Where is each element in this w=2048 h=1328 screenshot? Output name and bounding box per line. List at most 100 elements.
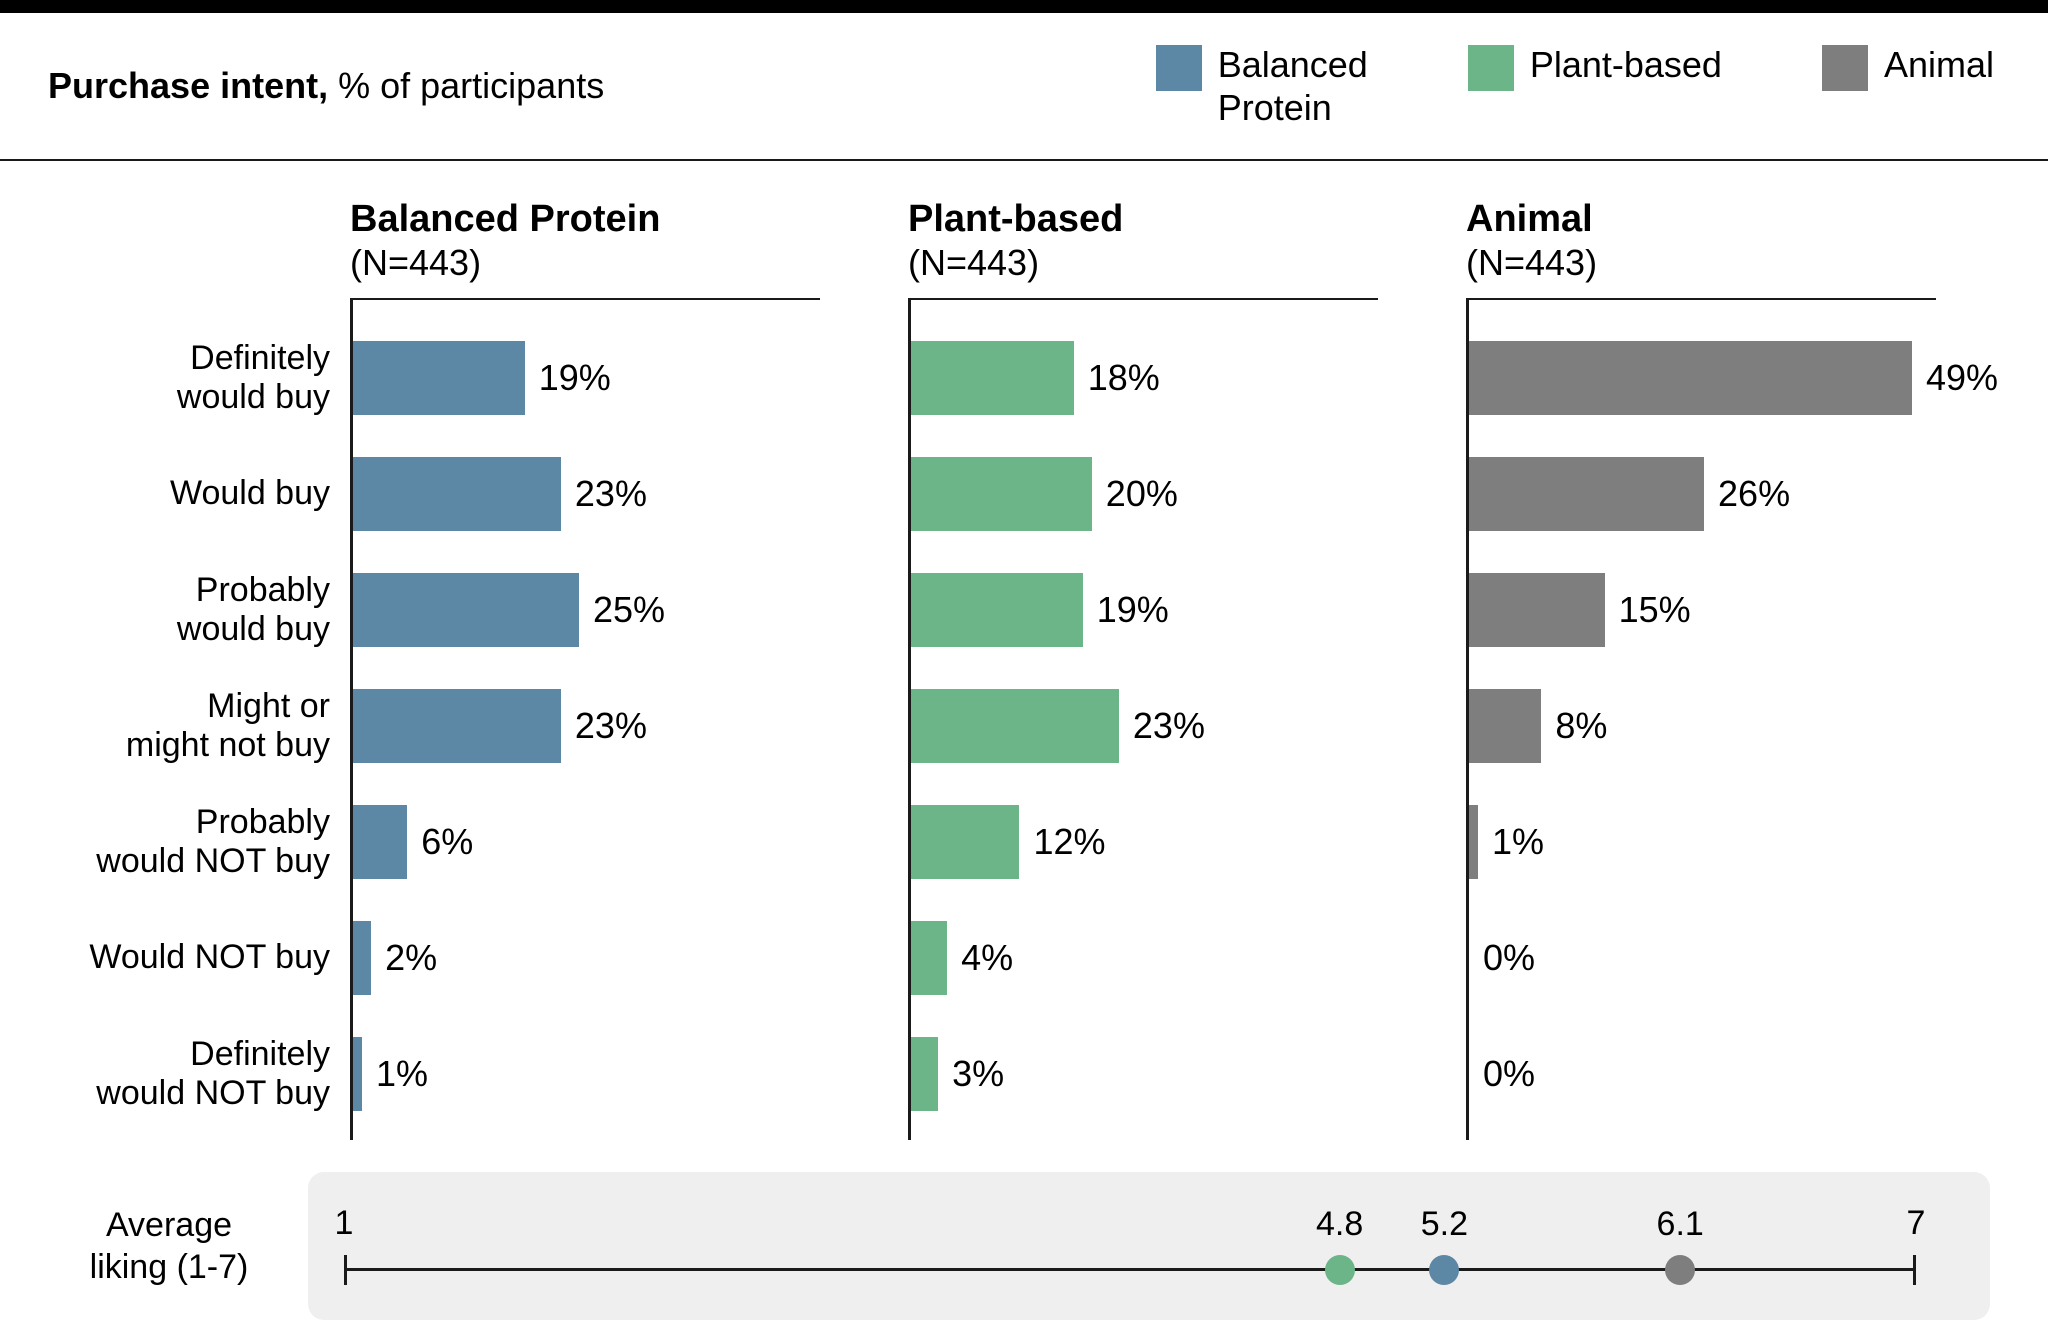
chart-title-rest: % of participants (328, 65, 605, 106)
bar-group: 19% 23% 25% 23% 6% 2% 1% (350, 298, 820, 1140)
bar (1469, 805, 1479, 879)
bar (1469, 573, 1605, 647)
category-label: Probably would buy (176, 570, 330, 648)
chart-panel: Balanced Protein (N=443) 19% 23% 25% 23% 6% 2% 1… (350, 197, 908, 1140)
liking-point-label: 4.8 (1315, 1204, 1364, 1243)
bar (911, 457, 1092, 531)
bar-value-label: 26% (1718, 473, 1791, 514)
bar-row: 20% (911, 436, 1378, 552)
bar-value-label: 2% (385, 937, 438, 978)
bar-row: 12% (911, 784, 1378, 900)
bar-value-label: 49% (1925, 357, 1999, 398)
liking-axis-label: Average liking (1-7) (48, 1204, 308, 1289)
bar-row: 1% (1469, 784, 1936, 900)
liking-scale-min: 1 (334, 1204, 354, 1242)
bar-value-label: 1% (1492, 821, 1545, 862)
bar (911, 805, 1020, 879)
category-label: Might or might not buy (125, 686, 330, 764)
liking-scale-max: 7 (1906, 1204, 1926, 1242)
bar-row: 19% (353, 320, 820, 436)
panels: Balanced Protein (N=443) 19% 23% 25% 23% 6% 2% 1… (350, 197, 2024, 1140)
liking-track: 4.8 5.2 6.1 (344, 1205, 1916, 1285)
bar-row: 3% (911, 1016, 1378, 1132)
liking-panel: 1 7 4.8 5.2 6.1 (308, 1172, 1990, 1320)
legend-label: Animal (1883, 43, 1994, 85)
bar-row: 23% (353, 436, 820, 552)
bar (911, 573, 1083, 647)
bar-row: 6% (353, 784, 820, 900)
bar (353, 805, 408, 879)
panel-title: Balanced Protein (350, 198, 661, 240)
bar (353, 1037, 363, 1111)
bar (1469, 341, 1912, 415)
bar-chart-area: Definitely would buy Would buy Probably wo… (0, 197, 2048, 1140)
bar (1469, 689, 1542, 763)
average-liking-section: Average liking (1-7) 1 7 4.8 5.2 6.1 (0, 1172, 2048, 1320)
bar-row: 19% (911, 552, 1378, 668)
category-label: Definitely would buy (176, 338, 330, 416)
bar-value-label: 0% (1483, 937, 1536, 978)
bar-value-label: 23% (574, 705, 647, 746)
legend-item: Plant-based (1467, 43, 1722, 91)
bar-group: 18% 20% 19% 23% 12% 4% 3% (908, 298, 1378, 1140)
bar-value-label: 4% (961, 937, 1014, 978)
legend-label: Balanced Protein (1217, 43, 1368, 128)
legend-swatch (1821, 44, 1868, 91)
bar-value-label: 19% (1096, 589, 1169, 630)
bar-value-label: 3% (952, 1053, 1005, 1094)
bar-row: 0% (1469, 900, 1936, 1016)
bar (353, 573, 579, 647)
liking-point-label: 6.1 (1656, 1204, 1704, 1243)
top-black-bar (0, 0, 2048, 13)
bar-row: 15% (1469, 552, 1936, 668)
bar-row: 26% (1469, 436, 1936, 552)
bar-row: 18% (911, 320, 1378, 436)
panel-subtitle: (N=443) (350, 242, 482, 283)
bar-value-label: 1% (376, 1053, 429, 1094)
bar (911, 921, 948, 995)
bar (353, 341, 525, 415)
bar-row: 23% (911, 668, 1378, 784)
liking-point-dot (1429, 1254, 1460, 1285)
liking-axis-label-line1: Average (105, 1205, 233, 1244)
bar-value-label: 23% (574, 473, 647, 514)
legend-swatch (1155, 44, 1202, 91)
legend-label: Plant-based (1529, 43, 1722, 85)
bar (911, 341, 1074, 415)
category-label: Definitely would NOT buy (96, 1034, 330, 1112)
liking-axis-label-line2: liking (1-7) (89, 1248, 249, 1286)
bar (353, 457, 561, 531)
bar-value-label: 8% (1555, 705, 1608, 746)
liking-point-dot (1324, 1254, 1355, 1285)
bar (911, 689, 1119, 763)
category-label: Would buy (169, 474, 330, 513)
bar (353, 689, 561, 763)
bar-group: 49% 26% 15% 8% 1% 0% 0% (1466, 298, 1998, 1140)
liking-point-label: 5.2 (1420, 1204, 1469, 1243)
bar-value-label: 19% (538, 357, 611, 398)
liking-point-dot (1665, 1254, 1696, 1285)
bar-row: 8% (1469, 668, 1936, 784)
bar-value-label: 6% (421, 821, 474, 862)
bar-value-label: 25% (593, 589, 666, 630)
panel-subtitle: (N=443) (1466, 242, 1598, 283)
bar-value-label: 0% (1483, 1053, 1536, 1094)
bar-value-label: 23% (1132, 705, 1205, 746)
bar-row: 25% (353, 552, 820, 668)
chart-panel: Plant-based (N=443) 18% 20% 19% 23% 12% 4% 3% (908, 197, 1466, 1140)
bar-row: 4% (911, 900, 1378, 1016)
legend-item: Animal (1821, 43, 1994, 91)
bar-row: 1% (353, 1016, 820, 1132)
category-labels: Definitely would buy Would buy Probably wo… (48, 197, 350, 1140)
bar-value-label: 18% (1087, 357, 1160, 398)
bar-row: 0% (1469, 1016, 1936, 1132)
bar-row: 23% (353, 668, 820, 784)
chart-title: Purchase intent, % of participants (48, 65, 604, 107)
bar (353, 921, 372, 995)
bar-value-label: 20% (1105, 473, 1178, 514)
chart-title-bold: Purchase intent, (48, 65, 329, 106)
bar (911, 1037, 939, 1111)
bar-row: 49% (1469, 320, 1998, 436)
header: Purchase intent, % of participants Balan… (0, 13, 2048, 161)
legend-swatch (1467, 44, 1514, 91)
